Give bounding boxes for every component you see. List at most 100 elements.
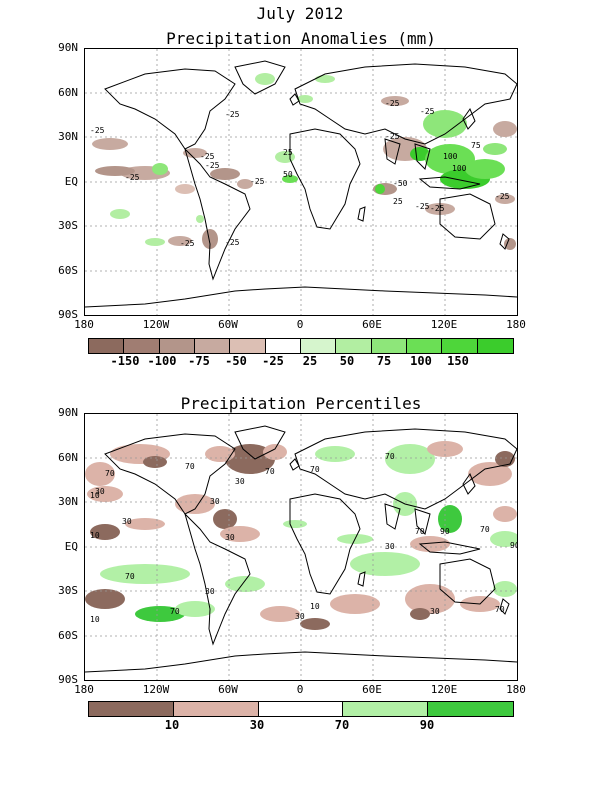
anomalies-lon-label-0: 0: [296, 318, 304, 331]
anomaly-contour-label: -25: [430, 204, 445, 213]
percentile-contour-label: 70: [415, 527, 425, 536]
percentiles-lon-label-0: 0: [296, 683, 304, 696]
anomaly-contour-label: -25: [225, 110, 240, 119]
percentile-contour-label: 70: [265, 467, 275, 476]
anomaly-contour-label: -25: [205, 161, 220, 170]
colorbar-swatch: [173, 702, 259, 716]
percentiles-lat-label-90n: 90N: [58, 406, 78, 419]
percentiles-colorbar-label: 70: [334, 718, 350, 732]
anomalies-colorbar: [88, 338, 514, 354]
anomalies-lon-label-60w: 60W: [218, 318, 238, 331]
percentile-contour-label: 10: [90, 615, 100, 624]
coastlines: [85, 60, 517, 308]
anomaly-contour-label: -50: [393, 179, 408, 188]
anomaly-contour-label: -25: [415, 202, 430, 211]
percentile-contour-label: 70: [310, 465, 320, 474]
percentiles-colorbar-label: 30: [249, 718, 265, 732]
percentile-contour-label: 70: [185, 462, 195, 471]
anomalies-lon-label-180: 180: [74, 318, 94, 331]
anomaly-contour-label: 25: [393, 197, 403, 206]
anomaly-contour-label: -25: [385, 132, 400, 141]
anomalies-colorbar-label: 150: [447, 354, 469, 368]
anomaly-contour-label: -25: [250, 177, 265, 186]
anomaly-contour-label: -25: [225, 238, 240, 247]
anomaly-contour-label: 75: [471, 141, 481, 150]
percentile-contour-label: 30: [430, 607, 440, 616]
colorbar-swatch: [159, 339, 195, 353]
anomalies-lon-label-180e: 180: [506, 318, 526, 331]
percentiles-colorbar-label: 10: [164, 718, 180, 732]
percentiles-lon-label-120e: 120E: [430, 683, 458, 696]
colorbar-swatch: [477, 339, 513, 353]
percentile-contour-label: 90: [510, 541, 517, 550]
anomalies-map-svg: -25 -25 -25 -25 -25 -25 -25 -25 -25 25 5…: [85, 49, 517, 315]
percentile-contour-label: 70: [495, 605, 505, 614]
anomalies-lat-label-60n: 60N: [58, 86, 78, 99]
colorbar-swatch: [442, 339, 478, 353]
colorbar-swatch: [230, 339, 266, 353]
anomalies-colorbar-label: -100: [147, 354, 177, 368]
percentile-contour-label: 30: [122, 517, 132, 526]
colorbar-swatch: [300, 339, 337, 353]
percentile-contour-label: 30: [225, 533, 235, 542]
anomaly-shading: [92, 73, 517, 250]
anomalies-lat-label-60s: 60S: [58, 264, 78, 277]
anomaly-contour-label: -25: [385, 99, 400, 108]
percentile-contour-label: 90: [440, 527, 450, 536]
anomalies-lat-label-30n: 30N: [58, 130, 78, 143]
percentile-contour-label: 30: [385, 542, 395, 551]
anomalies-map: -25 -25 -25 -25 -25 -25 -25 -25 -25 25 5…: [84, 48, 518, 316]
percentiles-lat-label-90s: 90S: [58, 673, 78, 686]
anomalies-colorbar-label: -25: [262, 354, 284, 368]
colorbar-swatch: [406, 339, 443, 353]
anomalies-colorbar-label: 75: [376, 354, 392, 368]
anomaly-contour-label: 100: [443, 152, 458, 161]
percentile-contour-label: 70: [125, 572, 135, 581]
anomaly-contour-label: -25: [420, 107, 435, 116]
anomaly-contour-label: 25: [283, 148, 293, 157]
anomalies-colorbar-label: -75: [188, 354, 210, 368]
anomalies-lat-label-90s: 90S: [58, 308, 78, 321]
colorbar-swatch: [428, 702, 513, 716]
percentiles-colorbar-label: 90: [419, 718, 435, 732]
colorbar-swatch: [265, 339, 301, 353]
percentiles-lon-label-180e: 180: [506, 683, 526, 696]
percentiles-map: 70 30 10 30 70 30 10 30 70 30 70 90 10 3…: [84, 413, 518, 681]
percentile-contour-label: 30: [95, 487, 105, 496]
colorbar-swatch: [89, 702, 174, 716]
anomalies-lat-label-90n: 90N: [58, 41, 78, 54]
colorbar-swatch: [194, 339, 231, 353]
percentile-contour-label: 70: [385, 452, 395, 461]
anomaly-contour-label: -25: [90, 126, 105, 135]
percentile-contour-label: 10: [90, 531, 100, 540]
colorbar-swatch: [124, 339, 160, 353]
percentile-contour-label: 70: [170, 607, 180, 616]
anomaly-contour-label: -25: [200, 152, 215, 161]
percentiles-lat-label-60s: 60S: [58, 629, 78, 642]
percentile-contour-label: 70: [105, 469, 115, 478]
anomalies-lat-label-30s: 30S: [58, 219, 78, 232]
colorbar-swatch: [258, 702, 344, 716]
colorbar-swatch: [89, 339, 125, 353]
anomalies-colorbar-label: 50: [339, 354, 355, 368]
anomalies-lat-label-eq: EQ: [64, 175, 78, 188]
colorbar-swatch: [371, 339, 407, 353]
percentiles-lon-label-180: 180: [74, 683, 94, 696]
anomaly-contour-label: -25: [180, 239, 195, 248]
percentiles-lat-label-30n: 30N: [58, 495, 78, 508]
colorbar-swatch: [336, 339, 372, 353]
anomalies-colorbar-label: 25: [302, 354, 318, 368]
percentile-contour-label: 30: [210, 497, 220, 506]
anomaly-contour-label: -25: [125, 173, 140, 182]
percentile-contour-label: 30: [205, 587, 215, 596]
anomalies-lon-label-120e: 120E: [430, 318, 458, 331]
percentile-contour-label: 30: [235, 477, 245, 486]
percentiles-colorbar: [88, 701, 514, 717]
percentile-contour-label: 30: [295, 612, 305, 621]
percentiles-lon-label-120w: 120W: [142, 683, 170, 696]
coastlines-percentiles: [85, 425, 517, 673]
percentile-contour-label: 10: [90, 491, 100, 500]
anomalies-colorbar-label: 100: [410, 354, 432, 368]
percentiles-lat-label-60n: 60N: [58, 451, 78, 464]
percentiles-lat-label-eq: EQ: [64, 540, 78, 553]
